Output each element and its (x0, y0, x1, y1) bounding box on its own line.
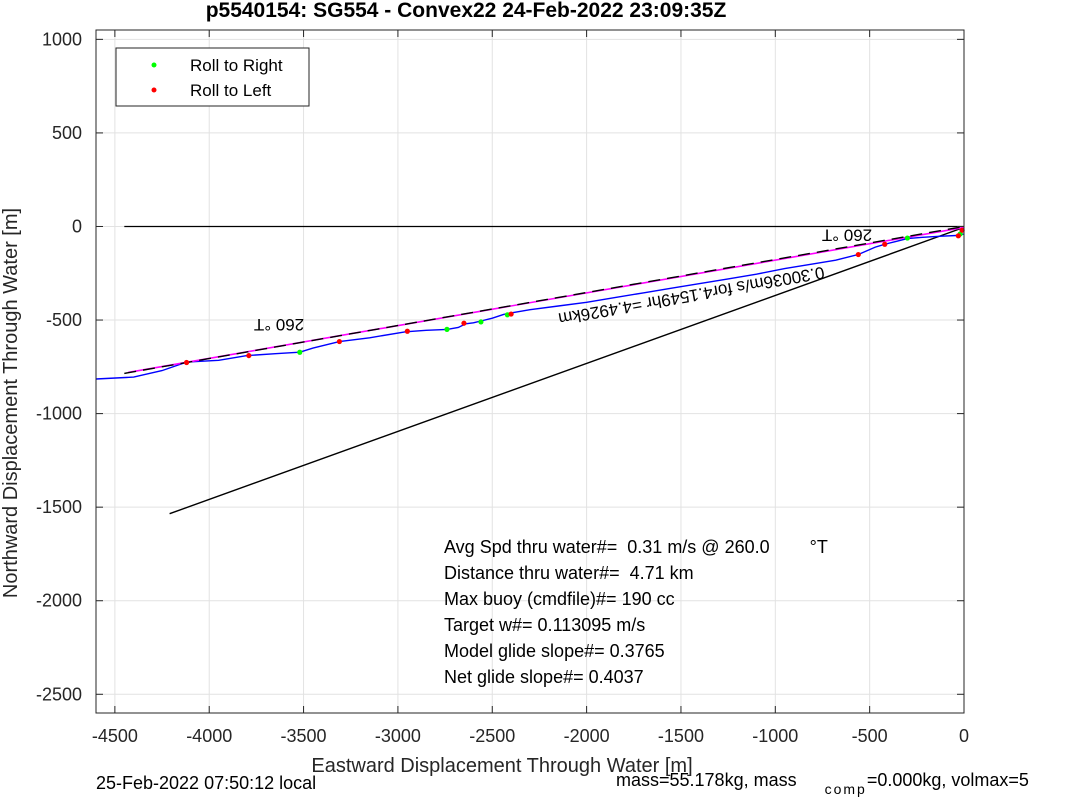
roll-right-marker (444, 326, 450, 332)
y-tick-label: 1000 (42, 29, 82, 49)
legend-marker-roll-right (151, 62, 157, 68)
roll-left-marker (404, 328, 410, 334)
legend: Roll to Right Roll to Left (115, 47, 310, 107)
footer-mass-sub: comp (825, 781, 867, 797)
y-tick-label: 0 (72, 216, 82, 236)
x-axis-label: Eastward Displacement Through Water [m] (311, 755, 692, 777)
x-tick-label: -2500 (469, 726, 515, 746)
y-tick-label: -1000 (36, 404, 82, 424)
stat-net-glide-slope: Net glide slope#= 0.4037 (444, 667, 644, 687)
roll-right-marker (297, 349, 303, 355)
stat-max-buoy: Max buoy (cmdfile)#= 190 cc (444, 589, 675, 609)
roll-right-marker (904, 235, 910, 241)
legend-label-roll-right: Roll to Right (190, 56, 283, 75)
roll-left-marker (882, 241, 888, 247)
footer-mass-info: mass=55.178kg, mass comp=0.000kg, volmax=… (616, 770, 1029, 797)
y-tick-label: -2500 (36, 684, 82, 704)
footer-mass-b: =0.000kg, volmax=5 (867, 770, 1029, 790)
plot-area (96, 30, 964, 713)
chart-title: p5540154: SG554 - Convex22 24-Feb-2022 2… (206, 0, 727, 22)
roll-left-marker (959, 227, 965, 233)
series-current-line (169, 226, 965, 515)
marker-layer (183, 227, 965, 366)
legend-label-roll-left: Roll to Left (190, 81, 272, 100)
footer-local-time: 25-Feb-2022 07:50:12 local (96, 773, 316, 793)
roll-left-marker (508, 311, 514, 317)
footer-mass-a: mass=55.178kg, mass (616, 770, 797, 790)
tick-layer: -4500 -4000 -3500 -3000 -2500 -2000 -1500 -1000… (36, 29, 969, 746)
y-tick-label: -2000 (36, 591, 82, 611)
legend-marker-roll-left (151, 87, 157, 93)
course-annotation: 260 °T (254, 315, 304, 334)
x-tick-label: -500 (852, 726, 888, 746)
x-tick-label: 0 (959, 726, 969, 746)
roll-right-marker (478, 319, 484, 325)
roll-left-marker (246, 352, 252, 359)
stats-block: Avg Spd thru water#= 0.31 m/s @ 260.0 °T… (444, 537, 828, 687)
x-tick-label: -2000 (564, 726, 610, 746)
x-tick-label: -1500 (658, 726, 704, 746)
course-annotation: 260 °T (822, 225, 872, 244)
stat-avg-speed: Avg Spd thru water#= 0.31 m/s @ 260.0 °T (444, 537, 828, 557)
series-layer (95, 225, 965, 515)
stat-distance: Distance thru water#= 4.71 km (444, 563, 694, 583)
x-tick-label: -1000 (752, 726, 798, 746)
x-tick-label: -3000 (375, 726, 421, 746)
y-axis-label: Northward Displacement Through Water [m] (0, 208, 22, 598)
x-tick-label: -4500 (92, 726, 138, 746)
series-track (95, 233, 965, 380)
roll-left-marker (336, 338, 343, 345)
y-tick-label: -1500 (36, 497, 82, 517)
x-tick-label: -4000 (186, 726, 232, 746)
stat-target-w: Target w#= 0.113095 m/s (444, 615, 645, 635)
series-heading-line (124, 225, 965, 375)
x-tick-label: -3500 (281, 726, 327, 746)
plot-frame (95, 29, 965, 714)
roll-left-marker (461, 320, 467, 326)
roll-left-marker (955, 233, 961, 239)
legend-box (115, 47, 310, 107)
roll-left-marker (855, 251, 861, 258)
y-tick-label: -500 (46, 310, 82, 330)
stat-model-glide-slope: Model glide slope#= 0.3765 (444, 641, 665, 661)
roll-left-marker (183, 359, 190, 366)
y-tick-label: 500 (52, 123, 82, 143)
